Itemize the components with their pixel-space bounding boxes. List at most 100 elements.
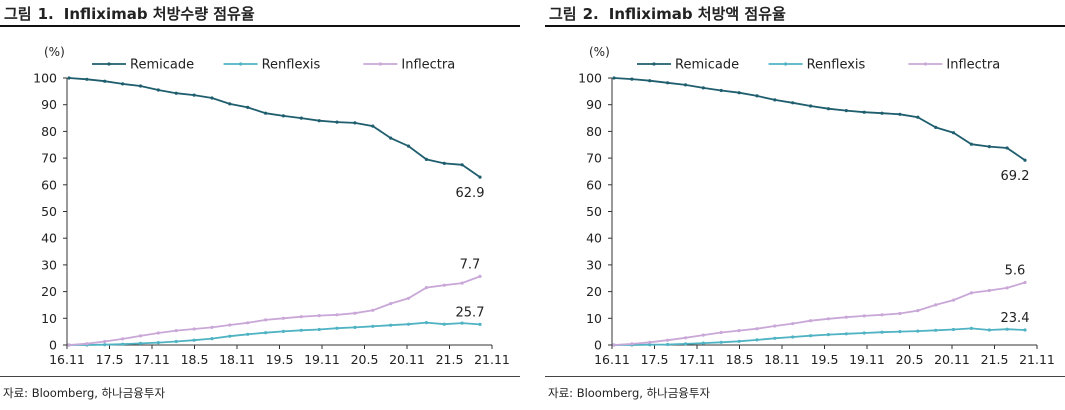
data-point-remicade — [951, 131, 956, 135]
data-point-inflectra — [648, 340, 652, 344]
data-point-remicade — [264, 111, 268, 115]
data-point-inflectra — [701, 333, 705, 337]
data-point-inflectra — [192, 327, 196, 331]
source-note: 자료: Bloomberg, 하나금융투자 — [3, 386, 166, 400]
series-line-remicade — [68, 77, 481, 178]
data-point-inflectra — [460, 281, 464, 285]
legend-marker — [923, 62, 927, 66]
data-point-renflexis — [442, 322, 446, 326]
x-tick-label: 18.11 — [219, 352, 255, 367]
legend-marker — [107, 62, 111, 66]
x-tick-label: 19.5 — [811, 352, 839, 367]
series-line-inflectra — [68, 275, 481, 346]
end-value-label: 7.7 — [460, 257, 481, 272]
y-tick-label: 90 — [586, 97, 602, 112]
data-point-inflectra — [299, 315, 303, 319]
data-point-remicade — [809, 104, 813, 108]
data-point-inflectra — [389, 302, 393, 306]
data-point-remicade — [987, 145, 991, 149]
data-point-inflectra — [880, 313, 884, 317]
data-point-renflexis — [683, 342, 688, 346]
data-point-inflectra — [898, 311, 902, 316]
x-tick-label: 18.5 — [181, 352, 209, 367]
data-point-inflectra — [862, 314, 866, 318]
title-number: 1. — [37, 5, 54, 23]
x-tick-label: 19.5 — [266, 352, 294, 367]
data-point-renflexis — [138, 341, 143, 345]
data-point-inflectra — [353, 311, 357, 315]
footer-rule — [545, 376, 1065, 377]
data-point-inflectra — [1005, 286, 1009, 290]
data-point-renflexis — [648, 343, 652, 347]
data-point-remicade — [210, 96, 214, 100]
data-point-remicade — [246, 105, 250, 109]
y-axis-unit-label: (%) — [589, 45, 610, 59]
data-point-remicade — [737, 91, 741, 95]
data-point-renflexis — [406, 322, 411, 326]
data-point-inflectra — [612, 343, 616, 347]
data-point-inflectra — [138, 334, 143, 338]
data-point-renflexis — [103, 343, 107, 347]
y-tick-label: 10 — [41, 311, 57, 326]
end-value-label: 25.7 — [456, 305, 485, 320]
x-tick-label: 20.5 — [351, 352, 379, 367]
data-point-renflexis — [353, 325, 357, 329]
data-point-inflectra — [719, 330, 723, 335]
data-point-remicade — [612, 76, 616, 80]
y-tick-label: 30 — [586, 257, 602, 272]
data-point-inflectra — [987, 288, 991, 293]
data-point-inflectra — [1023, 280, 1027, 285]
title-number: 2. — [582, 5, 599, 23]
title-prefix: 그림 — [4, 5, 32, 23]
y-tick-label: 60 — [41, 177, 57, 192]
data-point-remicade — [773, 98, 777, 102]
y-tick-label: 20 — [41, 284, 57, 299]
data-point-renflexis — [460, 321, 464, 325]
x-tick-label: 21.11 — [1019, 352, 1055, 367]
data-point-renflexis — [121, 342, 125, 346]
legend-label-remicade: Remicade — [130, 58, 194, 73]
data-point-inflectra — [424, 286, 428, 290]
x-tick-label: 17.11 — [134, 352, 170, 367]
data-point-remicade — [121, 82, 125, 86]
data-point-remicade — [281, 114, 285, 118]
data-point-inflectra — [210, 325, 214, 329]
data-point-renflexis — [951, 327, 956, 332]
data-point-inflectra — [969, 291, 973, 295]
series-line-remicade — [613, 77, 1026, 161]
y-tick-label: 100 — [578, 71, 602, 86]
y-tick-label: 60 — [586, 177, 602, 192]
data-point-remicade — [138, 84, 143, 88]
data-point-inflectra — [103, 339, 107, 344]
data-point-renflexis — [1005, 327, 1009, 331]
title-text: Infliximab 처방수량 점유율 — [63, 5, 255, 23]
legend-label-renflexis: Renflexis — [807, 58, 866, 73]
data-point-renflexis — [264, 331, 268, 335]
y-tick-label: 40 — [586, 231, 602, 246]
data-point-remicade — [335, 120, 339, 124]
data-point-renflexis — [281, 329, 285, 333]
legend-label-remicade: Remicade — [675, 58, 739, 73]
data-point-inflectra — [934, 303, 938, 307]
x-tick-label: 19.11 — [849, 352, 885, 367]
data-point-renflexis — [1023, 328, 1027, 332]
data-point-renflexis — [424, 321, 428, 325]
x-tick-label: 16.11 — [49, 352, 85, 367]
data-point-remicade — [648, 79, 652, 83]
data-point-renflexis — [755, 338, 759, 342]
data-point-remicade — [969, 142, 973, 146]
y-tick-label: 0 — [49, 338, 57, 353]
data-point-renflexis — [317, 327, 321, 332]
data-point-remicade — [898, 112, 902, 116]
data-point-inflectra — [371, 308, 375, 312]
end-value-label: 5.6 — [1005, 264, 1026, 279]
y-tick-label: 0 — [594, 338, 602, 353]
data-point-renflexis — [371, 324, 375, 328]
x-tick-label: 19.11 — [304, 352, 340, 367]
data-point-inflectra — [826, 317, 830, 321]
data-point-inflectra — [406, 296, 411, 300]
data-point-renflexis — [737, 339, 741, 343]
chart-title: 그림 2. Infliximab 처방액 점유율 — [549, 3, 786, 24]
data-point-renflexis — [934, 328, 938, 332]
title-rule — [0, 25, 520, 27]
